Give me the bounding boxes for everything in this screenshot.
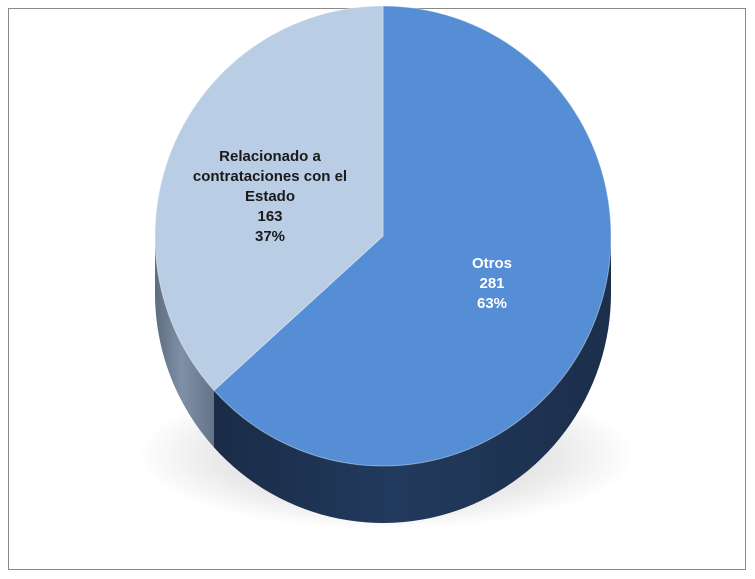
- pie-label-line: 37%: [255, 228, 285, 245]
- pie-labels: Otros 281 63% Relacionado a contrataciones c…: [193, 148, 512, 312]
- pie-label-line: contrataciones con el: [193, 168, 347, 185]
- pie-label-relacionado-a-contrataciones-con-el-estado: Relacionado a contrataciones con el Estado…: [193, 148, 347, 245]
- pie-slice-otros: [213, 5, 612, 467]
- pie-slice-relacionado-a-contrataciones-con-el-estado: [154, 5, 384, 392]
- pie-tops: [154, 5, 612, 467]
- pie-label-line: Estado: [245, 188, 295, 205]
- pie-sides: [155, 236, 611, 523]
- pie-label-line: Relacionado a: [219, 148, 321, 165]
- pie-side-shade: [213, 236, 611, 523]
- pie-label-line: 163: [257, 208, 282, 225]
- pie-label-line: Otros: [472, 255, 512, 272]
- pie-label-line: 63%: [477, 295, 507, 312]
- pie-label-line: 281: [479, 275, 504, 292]
- pie-label-otros: Otros 281 63%: [472, 255, 512, 312]
- pie-side-shade: [155, 236, 214, 448]
